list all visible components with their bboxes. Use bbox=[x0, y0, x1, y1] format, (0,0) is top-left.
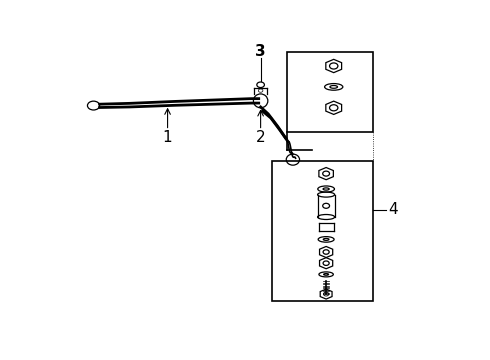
Text: 1: 1 bbox=[163, 130, 172, 145]
Bar bbox=[287, 51, 372, 132]
Bar bbox=[272, 161, 372, 301]
Text: 4: 4 bbox=[388, 202, 397, 217]
Text: 2: 2 bbox=[256, 130, 266, 145]
Text: 3: 3 bbox=[255, 44, 266, 59]
